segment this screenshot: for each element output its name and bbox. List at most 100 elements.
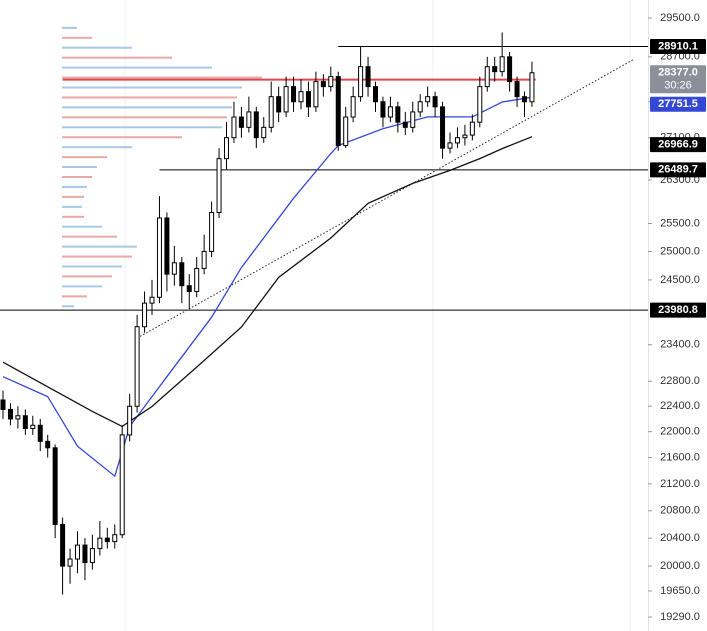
volume-profile-bar	[62, 36, 92, 39]
volume-profile-bar	[62, 166, 97, 169]
candle-body	[440, 106, 446, 149]
y-tick-label: 23400.0	[660, 339, 700, 351]
candle-body	[454, 137, 460, 144]
candle-body	[112, 534, 118, 543]
candle-body	[104, 537, 110, 543]
volume-profile-bar	[62, 195, 84, 198]
y-tick-label: 19650.0	[660, 585, 700, 597]
candle-body	[0, 399, 6, 410]
candle-body	[291, 86, 297, 103]
candle-body	[37, 424, 43, 442]
candle-body	[246, 111, 252, 128]
volume-profile-bar	[62, 56, 172, 59]
candle-body	[142, 302, 148, 328]
volume-profile-bar	[62, 176, 92, 179]
candle-body	[387, 106, 393, 118]
candle-body	[171, 262, 177, 275]
candle-body	[477, 86, 483, 123]
volume-profile-bar	[62, 185, 87, 188]
price-label: 23980.8	[658, 304, 698, 316]
volume-profile-bar	[62, 26, 77, 29]
volume-profile-bar	[62, 96, 237, 99]
candle-body	[224, 137, 229, 160]
candle-body	[149, 296, 155, 304]
candle-body	[335, 76, 341, 147]
price-label: 26489.7	[658, 164, 698, 176]
candle-body	[97, 537, 103, 550]
candle-body	[484, 66, 490, 88]
candle-body	[499, 56, 505, 73]
candle-body	[127, 405, 133, 436]
candle-body	[194, 267, 200, 292]
y-tick-label: 24500.0	[660, 274, 700, 286]
candle-body	[261, 126, 267, 139]
candle-body	[231, 116, 237, 139]
candle-body	[410, 111, 416, 128]
volume-profile-bar	[62, 255, 132, 258]
volume-profile-bar	[62, 146, 132, 149]
candle-body	[320, 81, 326, 88]
y-tick-label: 22400.0	[660, 400, 700, 412]
volume-profile-bar	[62, 265, 122, 268]
y-tick-label: 22000.0	[660, 426, 700, 438]
volume-profile-bar	[62, 245, 137, 248]
y-tick-label: 22800.0	[660, 375, 700, 387]
y-tick-label: 20800.0	[660, 505, 700, 517]
volume-profile-bar	[62, 285, 102, 288]
candle-body	[402, 121, 408, 128]
candle-body	[305, 91, 311, 108]
candle-body	[268, 96, 274, 128]
candle-body	[7, 408, 13, 420]
candle-body	[82, 544, 88, 564]
price-label: 26966.9	[658, 139, 698, 151]
candle-body	[328, 76, 334, 88]
candle-body	[492, 66, 498, 73]
volume-profile-bar	[62, 46, 132, 49]
volume-profile-bar	[62, 225, 102, 228]
candle-body	[507, 56, 513, 83]
volume-profile-bar	[62, 116, 227, 119]
candle-body	[522, 96, 527, 103]
y-tick-label: 21600.0	[660, 451, 700, 463]
price-label-box	[650, 39, 706, 55]
candle-body	[529, 72, 535, 103]
price-label: 27751.5	[658, 98, 698, 110]
price-label: 28910.1	[658, 40, 698, 52]
y-tick-label: 20400.0	[660, 532, 700, 544]
candle-body	[186, 285, 192, 292]
candle-body	[343, 116, 349, 147]
volume-profile-bar	[62, 86, 242, 89]
y-tick-label: 21200.0	[660, 478, 700, 490]
candle-body	[313, 81, 319, 108]
candle-body	[276, 96, 282, 113]
trendline	[136, 59, 634, 339]
volume-profile-bar	[62, 215, 84, 218]
candle-body	[15, 415, 21, 420]
candle-body	[89, 548, 95, 564]
moving-average	[2, 136, 533, 428]
candle-body	[469, 121, 475, 136]
volume-profile-bar	[62, 235, 117, 238]
candle-body	[417, 101, 423, 113]
price-label-box	[650, 65, 706, 94]
candle-body	[22, 415, 28, 429]
candle-body	[298, 91, 304, 103]
candle-body	[52, 447, 58, 525]
volume-profile-bar	[62, 66, 212, 69]
candle-body	[425, 96, 431, 103]
volume-profile-bar	[62, 305, 74, 308]
y-tick-label: 29500.0	[660, 12, 700, 24]
candle-body	[350, 96, 356, 118]
candle-body	[432, 96, 438, 108]
candle-body	[156, 217, 162, 298]
candle-body	[179, 262, 185, 287]
y-tick-label: 25000.0	[660, 245, 700, 257]
candle-body	[514, 81, 520, 98]
volume-profile-bar	[62, 275, 112, 278]
candle-body	[30, 424, 36, 429]
candle-body	[358, 66, 364, 98]
price-label-box	[650, 302, 706, 318]
candle-body	[164, 217, 170, 275]
candle-body	[447, 142, 453, 149]
